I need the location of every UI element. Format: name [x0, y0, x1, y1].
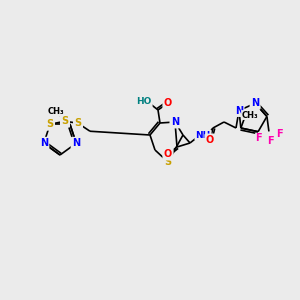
- Text: O: O: [164, 98, 172, 108]
- Text: N: N: [72, 138, 80, 148]
- Text: S: S: [74, 118, 82, 128]
- Text: F: F: [268, 136, 274, 146]
- Text: HO: HO: [136, 98, 152, 106]
- Text: O: O: [164, 149, 172, 159]
- Text: F: F: [256, 134, 262, 143]
- Text: O: O: [206, 135, 214, 145]
- Text: N: N: [251, 98, 259, 108]
- Text: S: S: [61, 116, 69, 126]
- Text: N: N: [171, 117, 179, 127]
- Text: F: F: [277, 129, 283, 140]
- Text: CH₃: CH₃: [242, 110, 258, 119]
- Text: N: N: [40, 138, 48, 148]
- Text: NH: NH: [195, 130, 211, 140]
- Text: N: N: [235, 106, 243, 116]
- Text: S: S: [164, 157, 172, 167]
- Text: CH₃: CH₃: [48, 107, 64, 116]
- Text: S: S: [46, 119, 54, 129]
